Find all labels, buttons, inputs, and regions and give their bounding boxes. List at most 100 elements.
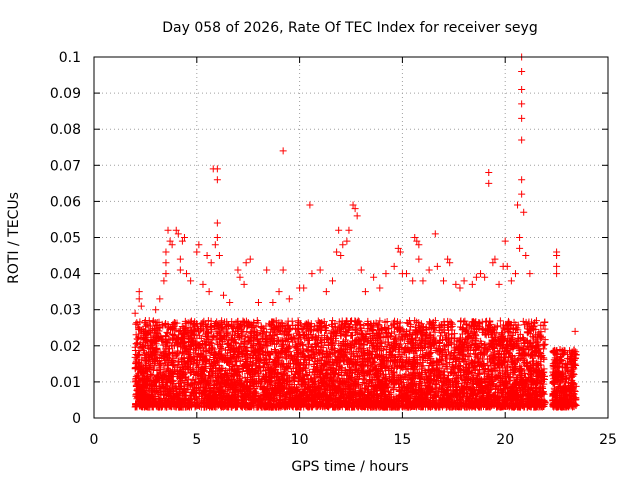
- data-point: [361, 334, 369, 342]
- data-point: [405, 370, 413, 378]
- data-point: [364, 320, 372, 328]
- data-point: [339, 352, 347, 360]
- data-point: [227, 345, 235, 353]
- data-point: [356, 344, 364, 352]
- data-point: [496, 317, 504, 325]
- data-point: [528, 357, 536, 365]
- data-point: [220, 396, 228, 404]
- data-point: [133, 319, 141, 327]
- data-point: [303, 345, 311, 353]
- data-point: [532, 366, 540, 374]
- data-point: [189, 360, 197, 368]
- data-point: [288, 376, 296, 384]
- data-point: [195, 402, 203, 410]
- data-point: [164, 329, 172, 337]
- data-point: [147, 370, 155, 378]
- data-point: [431, 328, 439, 336]
- data-point: [376, 317, 384, 325]
- data-point: [163, 378, 171, 386]
- data-point: [436, 338, 444, 346]
- data-point: [180, 341, 188, 349]
- data-point: [232, 397, 240, 405]
- data-point: [267, 338, 275, 346]
- data-point: [210, 333, 218, 341]
- data-point: [152, 321, 160, 329]
- data-point: [285, 397, 293, 405]
- data-point: [328, 320, 336, 328]
- data-point: [187, 335, 195, 343]
- data-point: [221, 369, 229, 377]
- data-point: [195, 350, 203, 358]
- data-point: [170, 334, 178, 342]
- data-point: [322, 347, 330, 355]
- data-point: [247, 338, 255, 346]
- data-point: [520, 336, 528, 344]
- data-point: [262, 322, 270, 330]
- data-point: [389, 361, 397, 369]
- data-point: [163, 328, 171, 336]
- data-point: [210, 357, 218, 365]
- data-point: [364, 387, 372, 395]
- data-point: [539, 340, 547, 348]
- data-point: [433, 366, 441, 374]
- data-point: [458, 330, 466, 338]
- data-point: [358, 362, 366, 370]
- data-point: [441, 350, 449, 358]
- data-point: [480, 359, 488, 367]
- data-point: [469, 323, 477, 331]
- data-point: [400, 379, 408, 387]
- data-point: [364, 317, 372, 325]
- data-point: [403, 376, 411, 384]
- data-point: [214, 340, 222, 348]
- data-point: [436, 355, 444, 363]
- data-point: [300, 332, 308, 340]
- data-point: [169, 331, 177, 339]
- data-point: [145, 329, 153, 337]
- data-point: [391, 334, 399, 342]
- data-point: [510, 368, 518, 376]
- data-point: [396, 383, 404, 391]
- data-point: [342, 320, 350, 328]
- data-point: [237, 342, 245, 350]
- data-point: [155, 327, 163, 335]
- data-point: [156, 348, 164, 356]
- data-point: [524, 338, 532, 346]
- data-point: [178, 322, 186, 330]
- data-point: [444, 342, 452, 350]
- data-point: [153, 366, 161, 374]
- data-point: [403, 319, 411, 327]
- data-point: [473, 354, 481, 362]
- data-point: [378, 345, 386, 353]
- data-point: [286, 396, 294, 404]
- data-point: [208, 334, 216, 342]
- data-point: [132, 359, 140, 367]
- data-point: [194, 397, 202, 405]
- data-point: [486, 352, 494, 360]
- data-point: [283, 344, 291, 352]
- data-points: [131, 53, 580, 411]
- data-point: [450, 344, 458, 352]
- data-point: [519, 317, 527, 325]
- data-point: [470, 322, 478, 330]
- data-point: [541, 336, 549, 344]
- data-point: [215, 341, 223, 349]
- data-point: [485, 331, 493, 339]
- data-point: [360, 322, 368, 330]
- data-point: [171, 327, 179, 335]
- data-point: [411, 323, 419, 331]
- data-point: [204, 317, 212, 325]
- data-point: [532, 317, 540, 325]
- data-point: [192, 367, 200, 375]
- data-point: [206, 386, 214, 394]
- data-point: [218, 324, 226, 332]
- data-point: [381, 376, 389, 384]
- data-point: [141, 357, 149, 365]
- data-point: [461, 317, 469, 325]
- data-point: [447, 323, 455, 331]
- data-point: [284, 332, 292, 340]
- data-point: [499, 389, 507, 397]
- data-point: [317, 346, 325, 354]
- data-point: [132, 340, 140, 348]
- data-point: [149, 317, 157, 325]
